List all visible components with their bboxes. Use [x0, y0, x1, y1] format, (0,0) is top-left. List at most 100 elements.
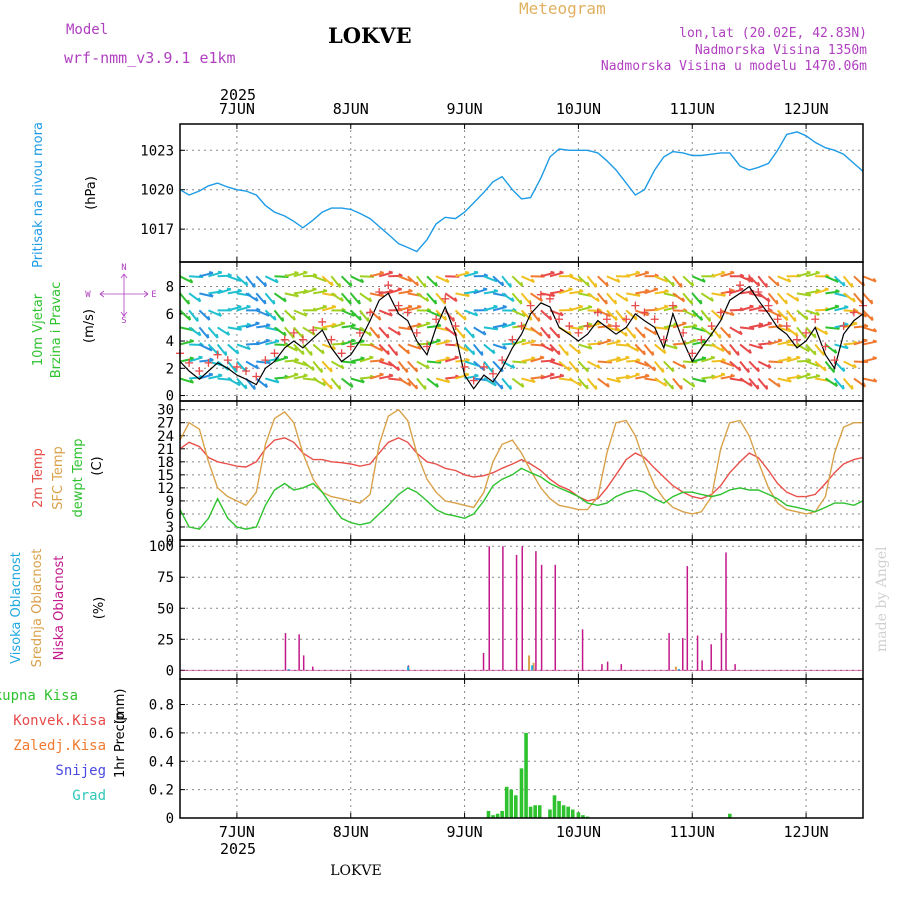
wind-arrow [739, 360, 750, 374]
wind-arrow-head [502, 345, 508, 350]
model-label: Model [66, 22, 108, 38]
wind-arrow-head [263, 299, 267, 305]
wind-arrow-head [360, 356, 365, 360]
wind-arrow [387, 360, 400, 372]
wind-arrow [321, 343, 336, 351]
wind-arrow-head [748, 349, 752, 354]
wind-arrow-head [303, 312, 308, 317]
wind-arrow-head [198, 355, 203, 359]
wind-arrow-head [358, 299, 361, 305]
wind-arrow-head [274, 278, 279, 284]
wind-arrow-head [607, 312, 612, 317]
wind-arrow [796, 359, 812, 363]
wind-arrow [568, 343, 581, 355]
wind-arrow-head [321, 349, 325, 354]
wind-arrow-head [529, 316, 533, 321]
wind-arrow [359, 326, 372, 337]
y-tick-label: 100 [149, 539, 174, 555]
model-elevation: Nadmorska Visina u modelu 1470.06m [601, 59, 867, 74]
wind-arrow-head [283, 355, 289, 359]
wind-arrow-head [635, 372, 640, 376]
wind-arrow-head [320, 368, 323, 373]
wind-arrow-head [189, 278, 194, 284]
wind-gust-marker [526, 301, 535, 310]
wind-arrow [739, 305, 754, 312]
precip-bar [561, 805, 566, 818]
wind-gust-marker [318, 317, 327, 326]
precip-bar [548, 809, 552, 818]
wind-arrow-head [749, 304, 754, 308]
sfc-temp-line [179, 408, 863, 515]
wind-arrow-head [520, 281, 524, 287]
wind-arrow [255, 275, 267, 287]
wind-arrow [739, 377, 753, 387]
wind-arrow-head [550, 357, 556, 362]
wind-arrow [501, 360, 515, 370]
wind-arrow [833, 377, 845, 390]
wind-arrow [663, 323, 678, 329]
wind-arrow-head [664, 304, 669, 308]
wind-arrow-head [274, 339, 280, 343]
wind-arrow [682, 339, 697, 346]
wind-arrow-head [730, 373, 735, 377]
wind-arrow [785, 309, 797, 322]
y-tick-label: 50 [157, 601, 174, 617]
wind-arrow [312, 377, 326, 387]
wind-gust-marker [849, 308, 858, 317]
wind-arrow [350, 275, 364, 284]
wind-arrow-head [747, 368, 750, 373]
wind-arrow-head [209, 293, 214, 298]
x-tick-label-top: 10JUN [556, 100, 601, 118]
wind-arrow-head [227, 272, 232, 277]
wind-arrow [284, 271, 299, 278]
wind-arrow [322, 305, 337, 312]
wind-arrow [398, 305, 413, 312]
wind-arrow-head [434, 299, 438, 305]
wind-gust-marker [460, 362, 469, 371]
wind-arrow-head [616, 356, 621, 360]
wind-arrow-head [388, 311, 393, 317]
wind-arrow-head [511, 364, 516, 369]
wind-gust-marker [252, 372, 261, 381]
wind-gust-marker [204, 358, 213, 367]
wind-arrow [341, 309, 355, 317]
wind-gust-marker [469, 376, 478, 385]
wind-arrow-head [348, 299, 352, 305]
wind-arrow-head [578, 381, 583, 387]
wind-arrow [643, 343, 655, 356]
wind-arrow [312, 275, 327, 283]
wind-arrow [805, 289, 821, 295]
cloud-bar [535, 551, 537, 671]
wind-arrow [227, 275, 242, 282]
wind-arrow-head [550, 270, 555, 274]
wind-arrow [464, 309, 478, 317]
wind-arrow-head [692, 338, 697, 342]
wind-arrow [454, 326, 466, 339]
wind-arrow [321, 360, 333, 373]
wind-arrow-head [340, 364, 345, 369]
wind-gust-marker [622, 315, 631, 324]
wind-arrow [635, 289, 650, 295]
wind-arrow-head [701, 339, 707, 343]
y-tick-label: 0.4 [149, 754, 174, 770]
wind-arrow-head [294, 372, 299, 376]
wind-arrow [245, 360, 259, 370]
wind-arrow [501, 275, 512, 288]
wind-arrow-head [850, 283, 854, 288]
wind-gust-marker [451, 322, 460, 331]
wind-arrow [521, 340, 536, 346]
wind-arrow [198, 326, 210, 339]
wind-arrow-head [739, 273, 745, 278]
wind-arrow-head [557, 350, 561, 355]
wind-arrow [444, 292, 458, 303]
precip-bar [509, 789, 514, 818]
cloud-bar [734, 664, 736, 671]
wind-arrow-head [832, 368, 836, 373]
wind-arrow-head [472, 350, 476, 355]
wind-arrow [284, 309, 296, 321]
precip-bar [728, 813, 732, 818]
wind-arrow [597, 292, 608, 305]
wind-arrow-head [312, 273, 318, 277]
wind-arrow-head [645, 288, 650, 292]
wind-arrow-head [379, 270, 384, 274]
